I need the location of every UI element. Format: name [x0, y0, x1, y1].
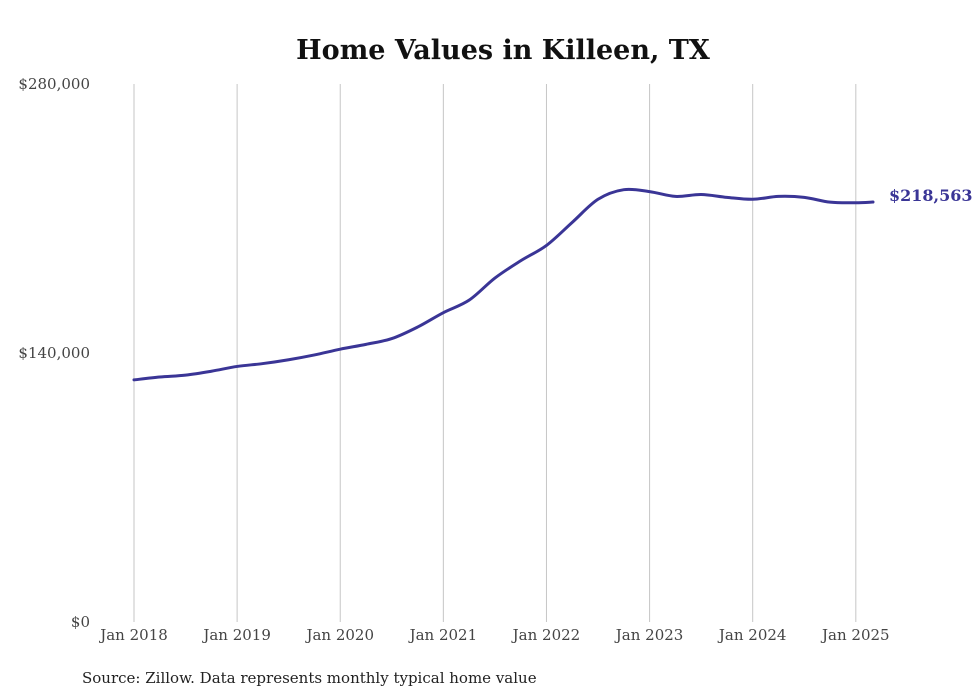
chart-title: Home Values in Killeen, TX	[296, 35, 710, 66]
x-tick-label: Jan 2018	[98, 626, 168, 644]
y-tick-label: $0	[71, 613, 90, 631]
x-tick-label: Jan 2019	[201, 626, 271, 644]
x-tick-label: Jan 2024	[717, 626, 787, 644]
x-axis-tick-labels: Jan 2018 Jan 2019 Jan 2020 Jan 2021 Jan 2022…	[98, 626, 889, 644]
series-line	[132, 187, 875, 382]
y-axis-tick-labels: $0 $140,000 $280,000	[18, 75, 90, 631]
x-tick-label: Jan 2022	[511, 626, 581, 644]
y-tick-label: $140,000	[18, 344, 90, 362]
vertical-gridlines	[133, 84, 857, 622]
x-tick-label: Jan 2025	[820, 626, 890, 644]
x-tick-label: Jan 2023	[614, 626, 684, 644]
series-lines	[132, 187, 875, 382]
source-note: Source: Zillow. Data represents monthly …	[82, 669, 537, 687]
series-end-label: $218,563	[889, 186, 973, 205]
y-tick-label: $280,000	[18, 75, 90, 93]
x-tick-label: Jan 2021	[408, 626, 478, 644]
x-tick-label: Jan 2020	[304, 626, 374, 644]
end-labels: $218,563	[889, 186, 973, 205]
